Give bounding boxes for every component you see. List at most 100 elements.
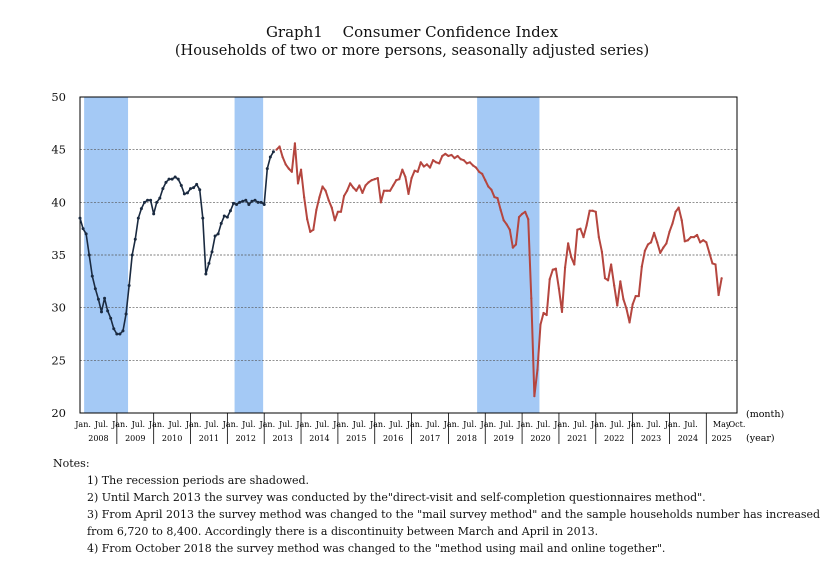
data-point-2-2021-11	[591, 209, 594, 212]
data-point-2-2013-06	[281, 155, 284, 159]
x-month-label-2010-jan: Jan.	[148, 420, 165, 429]
data-point-1-2010-08	[176, 177, 180, 181]
data-point-1-2011-12	[225, 215, 229, 219]
data-point-2-2014-10	[330, 206, 333, 209]
x-month-label-2021-jan: Jan.	[553, 420, 570, 429]
data-point-2-2016-08	[398, 178, 401, 181]
data-point-2-2016-02	[379, 201, 382, 204]
data-point-2-2017-03	[419, 161, 422, 164]
data-point-2-2019-06	[502, 219, 505, 222]
data-point-2-2015-11	[370, 179, 373, 182]
data-point-2-2022-03	[603, 277, 607, 280]
data-point-2-2023-02	[637, 294, 640, 298]
data-point-1-2009-12	[152, 212, 156, 216]
data-point-2-2024-08	[692, 235, 696, 239]
data-point-2-2015-03	[346, 189, 349, 192]
data-point-2-2018-02	[453, 156, 456, 160]
data-point-2-2013-10	[293, 142, 297, 145]
data-point-1-2011-10	[219, 221, 223, 225]
data-point-2-2024-06	[686, 239, 689, 242]
data-point-1-2012-01	[228, 209, 232, 213]
y-tick-label-40: 40	[51, 195, 66, 209]
data-point-2-2023-09	[659, 251, 662, 254]
x-month-label-2011-jan: Jan.	[185, 420, 202, 429]
data-point-2-2017-06	[428, 166, 432, 169]
data-point-1-2007-12	[78, 216, 82, 220]
data-point-2-2024-11	[702, 239, 705, 242]
data-point-2-2018-03	[456, 154, 459, 158]
x-month-label-2011-jul: Jul.	[204, 420, 218, 429]
x-year-label-2024: 2024	[678, 434, 698, 443]
y-tick-label-35: 35	[51, 248, 66, 262]
x-month-label-2018-jul: Jul.	[462, 420, 476, 429]
data-point-1-2008-08	[103, 296, 107, 300]
data-point-2-2017-04	[422, 165, 425, 168]
data-point-2-2024-03	[677, 206, 680, 209]
data-point-2-2019-07	[505, 223, 508, 226]
data-point-1-2010-02	[158, 196, 162, 200]
data-point-2-2018-01	[450, 153, 453, 157]
data-point-2-2015-07	[358, 184, 361, 187]
data-point-2-2017-11	[444, 152, 447, 155]
data-point-2-2024-12	[705, 241, 708, 244]
notes-label: Notes:	[53, 457, 90, 470]
data-point-2-2020-04	[533, 395, 536, 398]
data-point-1-2008-09	[106, 309, 110, 313]
data-point-1-2010-03	[161, 187, 165, 191]
data-point-2-2015-01	[339, 210, 343, 213]
x-month-label-2009-jan: Jan.	[111, 420, 128, 429]
x-axis-year-caption: (year)	[746, 433, 775, 444]
x-month-label-2012-jan: Jan.	[222, 420, 239, 429]
x-month-label-2023-jan: Jan.	[627, 420, 644, 429]
x-month-label-2017-jan: Jan.	[406, 420, 423, 429]
data-point-2-2019-04	[496, 197, 499, 200]
data-point-2-2017-08	[435, 161, 438, 164]
data-point-1-2010-06	[170, 177, 174, 181]
x-month-label-2019-jul: Jul.	[499, 420, 513, 429]
note-1: 1) The recession periods are shadowed.	[87, 474, 310, 487]
data-point-2-2021-03	[567, 242, 570, 245]
data-point-2-2013-07	[284, 163, 287, 166]
data-point-1-2008-02	[84, 232, 88, 236]
data-point-2-2019-12	[520, 212, 524, 216]
x-year-label-2009: 2009	[125, 434, 145, 443]
x-month-label-2016-jan: Jan.	[369, 420, 386, 429]
data-point-2-2021-09	[585, 224, 588, 227]
x-year-label-2010: 2010	[162, 434, 182, 443]
data-point-2-2019-10	[514, 243, 518, 246]
data-point-1-2008-01	[81, 227, 85, 231]
data-point-2-2018-07	[468, 161, 471, 164]
x-year-label-2019: 2019	[493, 434, 513, 443]
data-point-1-2009-02	[121, 329, 125, 333]
data-point-2-2024-01	[671, 222, 674, 225]
data-point-2-2024-05	[683, 240, 686, 243]
data-point-2-2022-04	[606, 279, 610, 282]
x-month-label-2025-oct: Oct.	[729, 420, 746, 429]
data-point-2-2023-08	[656, 241, 659, 244]
data-point-2-2022-02	[600, 250, 604, 253]
data-point-2-2022-07	[616, 304, 619, 307]
data-point-2-2013-12	[299, 168, 303, 171]
data-point-1-2011-01	[192, 186, 196, 190]
x-month-label-2022-jul: Jul.	[610, 420, 624, 429]
x-month-label-2015-jan: Jan.	[332, 420, 349, 429]
data-point-2-2020-12	[557, 287, 561, 290]
data-point-2-2022-05	[610, 263, 613, 266]
x-month-label-2008-jul: Jul.	[94, 420, 108, 429]
data-point-2-2023-04	[643, 249, 647, 252]
data-point-2-2014-03	[309, 230, 312, 233]
x-month-label-2020-jul: Jul.	[536, 420, 550, 429]
x-month-label-2024-jul: Jul.	[683, 420, 697, 429]
data-point-2-2023-05	[646, 243, 650, 246]
data-point-2-2018-12	[484, 179, 487, 182]
chart-subtitle: (Households of two or more persons, seas…	[174, 43, 650, 59]
data-point-1-2009-10	[146, 198, 150, 202]
data-point-2-2017-07	[431, 159, 435, 162]
data-point-2-2022-08	[619, 280, 622, 283]
x-month-label-2009-jul: Jul.	[131, 420, 145, 429]
x-month-label-2015-jul: Jul.	[352, 420, 366, 429]
x-year-label-2012: 2012	[236, 434, 256, 443]
x-month-label-2013-jul: Jul.	[278, 420, 292, 429]
x-year-label-2023: 2023	[641, 434, 661, 443]
